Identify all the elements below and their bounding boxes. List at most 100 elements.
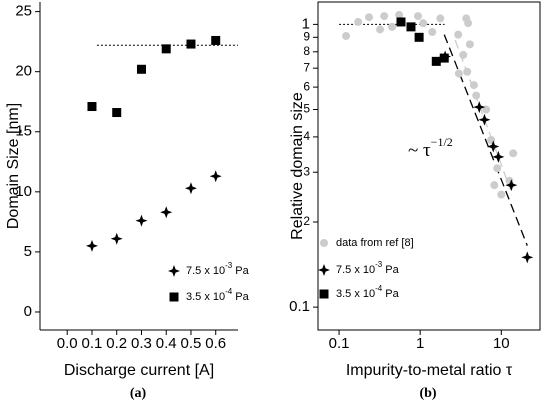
square-marker	[414, 32, 424, 42]
legend-unit: Pa	[235, 291, 249, 303]
x-tick-label: 0.1	[82, 335, 103, 352]
y-tick-label: 9	[303, 29, 310, 43]
square-marker	[112, 108, 122, 118]
star-marker	[184, 182, 197, 195]
square-marker	[211, 35, 221, 45]
y-axis-label: Relative domain size	[289, 92, 306, 240]
circle-marker	[413, 12, 422, 21]
circle-marker	[454, 30, 463, 39]
star-marker	[521, 251, 534, 264]
y-tick-label: 0	[24, 303, 32, 320]
circle-marker	[376, 25, 385, 34]
star-marker	[160, 206, 173, 219]
star-marker	[492, 150, 505, 163]
legend-label: data from ref [8]	[336, 237, 414, 249]
star-marker	[505, 179, 518, 192]
annotation-text: ~ τ	[408, 140, 431, 161]
circle-marker	[436, 14, 445, 23]
legend-name: 7.5 x 10	[336, 264, 375, 276]
y-tick-label: 0.1	[289, 298, 310, 315]
circle-marker	[365, 13, 374, 22]
x-tick-label: 0.0	[57, 335, 78, 352]
square-marker	[396, 17, 406, 27]
legend-unit: Pa	[235, 265, 249, 277]
y-tick-label: 15	[15, 123, 32, 140]
legend-name: 7.5 x 10	[186, 265, 225, 277]
star-marker	[487, 140, 500, 153]
star-marker	[478, 113, 491, 126]
circle-marker	[465, 40, 474, 49]
star-marker	[135, 214, 148, 227]
circle-marker	[388, 22, 397, 31]
legend-label: 3.5 x 10-4 Pa	[186, 287, 250, 303]
y-tick-label: 6	[303, 79, 310, 93]
legend-exponent: -4	[225, 287, 233, 296]
x-axis-label: Impurity-to-metal ratio τ	[346, 362, 513, 379]
y-axis-label: Domain Size [nm]	[5, 103, 22, 229]
x-tick-label: 0.1	[329, 335, 350, 352]
y-tick-label: 3	[303, 164, 310, 178]
y-tick-label: 20	[15, 63, 32, 80]
legend-name: 3.5 x 10	[336, 288, 375, 300]
legend-name: 3.5 x 10	[186, 291, 225, 303]
legend-label: 7.5 x 10-3 Pa	[336, 260, 400, 276]
x-tick-label: 1	[416, 335, 424, 352]
circle-marker	[459, 50, 468, 59]
x-tick-label: 0.3	[131, 335, 152, 352]
y-tick-label: 4	[303, 129, 310, 143]
star-marker	[318, 264, 330, 276]
star-marker	[209, 170, 222, 183]
circle-marker	[342, 31, 351, 40]
star-marker	[168, 265, 180, 277]
circle-marker	[354, 17, 363, 26]
circle-marker	[395, 10, 404, 19]
circle-marker	[493, 164, 502, 173]
y-tick-label: 10	[15, 183, 32, 200]
square-marker	[439, 53, 449, 63]
square-marker	[406, 22, 416, 32]
square-marker	[319, 289, 329, 299]
square-marker	[186, 39, 196, 49]
x-tick-label: 0.2	[106, 335, 127, 352]
legend-unit: Pa	[385, 264, 399, 276]
legend-label: 3.5 x 10-4 Pa	[336, 284, 400, 300]
fit-line	[443, 34, 528, 246]
legend-name: data from ref [8]	[336, 237, 414, 249]
annotation-exponent: −1/2	[431, 135, 453, 149]
legend-exponent: -4	[375, 284, 383, 293]
legend-exponent: -3	[225, 261, 233, 270]
x-tick-label: 0.6	[205, 335, 226, 352]
circle-marker	[464, 19, 473, 28]
y-tick-label: 5	[303, 102, 310, 116]
legend-unit: Pa	[385, 288, 399, 300]
legend-exponent: -3	[375, 260, 383, 269]
square-marker	[161, 44, 171, 54]
circle-marker	[454, 69, 463, 78]
plot-frame	[317, 1, 541, 331]
y-tick-label: 1	[302, 15, 310, 32]
x-tick-label: 0.5	[181, 335, 202, 352]
square-marker	[431, 56, 441, 66]
square-marker	[169, 292, 179, 302]
x-tick-label: 0.4	[156, 335, 177, 352]
x-axis-label: Discharge current [A]	[64, 362, 214, 379]
legend-label: 7.5 x 10-3 Pa	[186, 261, 250, 277]
square-marker	[87, 102, 97, 112]
circle-marker	[482, 105, 491, 114]
star-marker	[110, 232, 123, 245]
star-marker	[473, 101, 486, 114]
circle-marker	[509, 149, 518, 158]
panel-label: (a)	[130, 386, 147, 401]
circle-marker	[463, 67, 472, 76]
circle-marker	[469, 81, 478, 90]
y-tick-label: 25	[15, 3, 32, 20]
circle-marker	[472, 91, 481, 100]
y-tick-label: 2	[303, 214, 310, 228]
y-tick-label: 7	[303, 60, 310, 74]
circle-marker	[428, 27, 437, 36]
square-marker	[136, 64, 146, 74]
x-tick-label: 10	[493, 335, 510, 352]
circle-marker	[320, 239, 328, 247]
circle-marker	[419, 19, 428, 28]
circle-marker	[497, 190, 506, 199]
